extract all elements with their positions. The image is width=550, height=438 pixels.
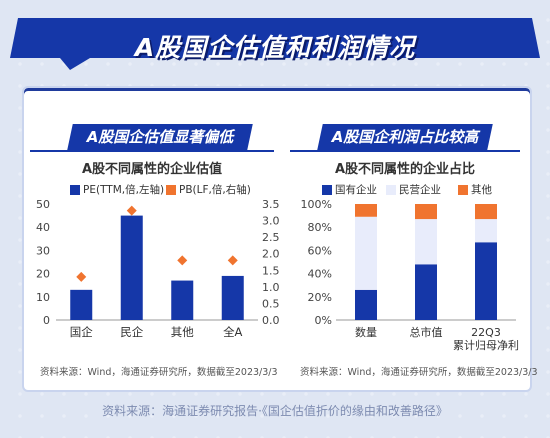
left-chart-plot: 0 10 20 30 40 50 0.0 0.5 1.0 1.5 2.0 2.5 3.0 3.5 国企 民企 其… [36,198,280,339]
pb-marker [126,205,137,216]
legend-swatch-private [386,184,396,195]
x-category-label: 总市值 [410,325,443,339]
stacked-bar-segment [475,219,497,243]
pb-marker [76,271,87,282]
y-right-tick-label: 0.0 [262,314,280,327]
y-right-tick-label: 0.5 [262,297,280,310]
pe-bar [221,275,244,320]
y-left-tick-label: 0 [43,314,50,327]
stacked-bar-segment [475,204,497,220]
legend-label-private: 民营企业 [399,184,441,196]
x-category-label: 22Q3 [471,326,501,339]
right-chart-header: A股国企利润占比较高 [317,124,493,150]
left-chart-header: A股国企估值显著偏低 [67,124,253,150]
y-left-tick-label: 30 [36,244,50,257]
stacked-bar-segment [475,242,497,320]
y-left-tick-label: 10 [36,291,50,304]
right-header-underline [290,150,520,152]
y-left-tick-label: 50 [36,198,50,211]
x-category-label: 数量 [355,326,377,339]
left-chart-title: A股不同属性的企业估值 [81,162,223,177]
legend-label-pb: PB(LF,倍,右轴) [179,184,251,196]
legend-swatch-soe [322,184,332,195]
y-tick-label: 20% [308,291,332,304]
right-legend-private: 民营企业 [386,182,441,197]
stacked-bar-segment [415,204,437,220]
left-legend-pe: PE(TTM,倍,左轴) [70,182,164,197]
legend-label-soe: 国有企业 [335,184,377,196]
y-right-tick-label: 1.5 [262,264,280,277]
y-right-tick-label: 1.0 [262,281,280,294]
title-banner-shape [10,18,540,70]
title-banner: A股国企估值和利润情况 [0,14,550,72]
stacked-bar-segment [415,219,437,265]
x-category-label: 民企 [120,325,143,339]
right-legend-other: 其他 [458,182,492,197]
legend-label-other: 其他 [471,184,492,196]
y-tick-label: 60% [308,244,332,257]
pe-bar [120,215,143,320]
y-tick-label: 0% [315,314,332,327]
y-left-tick-label: 20 [36,268,50,281]
y-left-tick-label: 40 [36,221,50,234]
left-chart-source: 资料来源：Wind，海通证券研究所，数据截至2023/3/3 [40,367,278,378]
y-tick-label: 40% [308,268,332,281]
pb-marker [177,255,188,266]
x-category-label: 累计归母净利 [453,338,519,352]
legend-label-pe: PE(TTM,倍,左轴) [83,184,165,196]
y-right-tick-label: 3.5 [262,198,280,211]
pe-bar [70,289,93,320]
stacked-bar-segment [355,216,377,290]
x-category-label: 其他 [171,325,194,339]
pe-bar [171,280,194,320]
stacked-bar-segment [355,289,377,320]
legend-swatch-other [458,184,468,195]
right-legend-soe: 国有企业 [322,182,377,197]
right-chart-source: 资料来源：Wind，海通证券研究所，数据截至2023/3/3 [300,367,538,378]
y-right-tick-label: 3.0 [262,215,280,228]
page-footer: 资料来源：海通证券研究报告·《国企估值折价的缘由和改善路径》 [102,404,448,418]
y-right-tick-label: 2.0 [262,248,280,261]
x-category-label: 国企 [70,325,93,339]
y-tick-label: 100% [301,198,332,211]
legend-swatch-pe [70,184,80,195]
y-tick-label: 80% [308,221,332,234]
stacked-bar-segment [355,204,377,217]
pb-marker [227,255,238,266]
page-title: A股国企估值和利润情况 [134,33,416,62]
x-category-label: 全A [223,325,242,339]
right-chart-title: A股不同属性的企业占比 [334,162,476,177]
left-legend-pb: PB(LF,倍,右轴) [166,182,251,197]
legend-swatch-pb [166,184,176,195]
left-header-underline [30,150,274,152]
stacked-bar-segment [415,264,437,320]
y-right-tick-label: 2.5 [262,231,280,244]
